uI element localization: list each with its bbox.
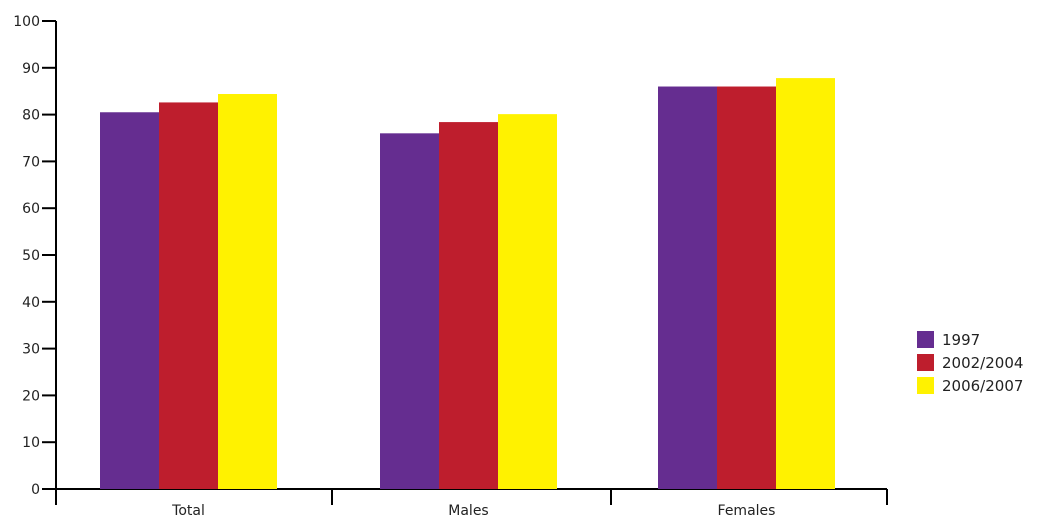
legend-swatch <box>917 377 934 394</box>
y-tick-label: 70 <box>22 154 40 170</box>
x-tick-label: Males <box>448 503 488 517</box>
y-tick-label: 40 <box>22 295 40 311</box>
y-tick-label: 50 <box>22 248 40 264</box>
y-tick-label: 30 <box>22 342 40 358</box>
x-axis: Total Males Females <box>55 488 888 517</box>
bar-total-1997 <box>100 112 159 489</box>
legend: 1997 2002/2004 2006/2007 <box>917 331 1023 395</box>
bar-males-2002-2004 <box>439 122 498 489</box>
bars <box>100 78 835 490</box>
legend-swatch <box>917 331 934 348</box>
y-tick-label: 80 <box>22 108 40 124</box>
y-tick-label: 0 <box>31 482 40 498</box>
y-tick-label: 100 <box>13 14 40 30</box>
bar-total-2002-2004 <box>159 102 218 489</box>
legend-label: 1997 <box>942 331 980 349</box>
bar-total-2006-2007 <box>218 94 277 490</box>
x-tick-label: Total <box>171 503 205 517</box>
y-tick-label: 60 <box>22 201 40 217</box>
x-tick-label: Females <box>718 503 776 517</box>
y-axis: 0 10 20 30 40 50 60 70 80 90 100 <box>13 14 57 498</box>
bar-females-2006-2007 <box>776 78 835 489</box>
y-tick-label: 90 <box>22 61 40 77</box>
y-tick-label: 20 <box>22 388 40 404</box>
legend-swatch <box>917 354 934 371</box>
bar-males-1997 <box>380 133 439 489</box>
legend-label: 2002/2004 <box>942 354 1023 372</box>
bar-females-2002-2004 <box>717 86 776 490</box>
bar-females-1997 <box>658 86 717 490</box>
y-tick-label: 10 <box>22 435 40 451</box>
legend-label: 2006/2007 <box>942 377 1023 395</box>
bar-males-2006-2007 <box>498 114 557 489</box>
